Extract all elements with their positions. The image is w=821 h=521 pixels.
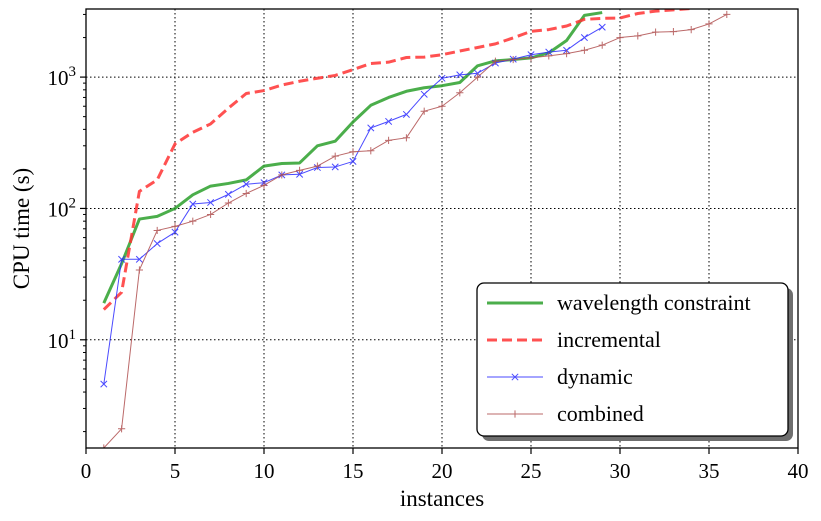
y-tick-label: 101	[48, 327, 77, 353]
legend-label: wavelength constraint	[557, 290, 751, 315]
series-incremental	[102, 9, 692, 311]
data-point	[527, 54, 535, 62]
x-tick-label: 35	[699, 459, 720, 483]
x-axis-label: instances	[400, 486, 484, 511]
data-point	[278, 171, 286, 179]
data-point	[456, 71, 464, 79]
data-point	[385, 136, 393, 144]
data-point	[153, 240, 161, 248]
data-point	[474, 73, 482, 81]
series-line	[102, 9, 692, 311]
data-point	[224, 199, 232, 207]
x-tick-label: 30	[610, 459, 631, 483]
data-point	[171, 228, 179, 236]
data-point	[135, 266, 143, 274]
legend-label: incremental	[557, 327, 661, 352]
legend-box	[476, 282, 789, 437]
data-point	[100, 380, 108, 388]
data-point	[545, 48, 553, 56]
data-point	[634, 32, 642, 40]
data-point	[100, 444, 108, 448]
x-tick-label: 20	[432, 459, 453, 483]
x-tick-label: 15	[343, 459, 364, 483]
data-point	[580, 34, 588, 42]
data-point	[313, 162, 321, 170]
data-point	[153, 226, 161, 235]
data-point	[402, 110, 410, 118]
data-point	[598, 41, 606, 49]
data-point	[349, 157, 357, 165]
data-point	[616, 33, 624, 42]
data-point	[135, 255, 143, 263]
data-point	[118, 255, 126, 263]
data-point	[598, 23, 606, 31]
data-point	[563, 49, 571, 58]
data-point	[367, 124, 375, 132]
data-point	[456, 89, 464, 97]
data-point	[331, 152, 339, 160]
data-point	[296, 166, 304, 174]
x-tick-label: 10	[254, 459, 275, 483]
y-tick-label: 102	[48, 195, 77, 221]
x-tick-label: 40	[788, 459, 809, 483]
x-tick-label: 25	[521, 459, 542, 483]
data-point	[385, 117, 393, 125]
legend-label: dynamic	[557, 364, 633, 389]
data-point	[491, 57, 499, 65]
legend-label: combined	[557, 401, 644, 426]
axis-ticks: 0 5 10 15 20 25 30 35 40 101 102 103	[48, 13, 809, 483]
data-point	[189, 200, 197, 208]
data-point	[242, 189, 250, 198]
data-point	[207, 198, 215, 207]
data-point	[224, 190, 232, 198]
data-point	[349, 148, 357, 156]
grid-lines	[85, 9, 799, 448]
legend-item	[487, 373, 543, 381]
data-point	[331, 163, 339, 171]
data-point	[705, 20, 713, 28]
data-point	[296, 170, 304, 178]
data-point	[438, 102, 446, 110]
x-tick-label: 0	[81, 459, 92, 483]
legend: wavelength constraint incremental dynamic c…	[476, 282, 793, 441]
data-point	[652, 28, 660, 36]
y-tick-label: 103	[48, 64, 77, 90]
data-point	[171, 222, 179, 230]
data-point	[242, 180, 250, 188]
series-combined	[100, 10, 731, 448]
data-point	[402, 134, 410, 142]
data-point	[118, 425, 126, 433]
data-point	[669, 28, 677, 36]
data-point	[580, 46, 588, 54]
data-point	[420, 107, 428, 115]
x-tick-label: 5	[170, 459, 181, 483]
data-point	[189, 217, 197, 225]
legend-item	[487, 410, 543, 418]
y-axis-label: CPU time (s)	[9, 168, 34, 289]
data-point	[420, 90, 428, 98]
data-point	[545, 52, 553, 60]
data-point	[723, 10, 731, 19]
data-point	[367, 147, 375, 155]
data-point	[687, 25, 695, 34]
data-point	[509, 55, 517, 64]
data-point	[438, 74, 446, 82]
series-layer	[100, 9, 731, 448]
data-point	[260, 181, 268, 189]
data-point	[207, 210, 215, 219]
